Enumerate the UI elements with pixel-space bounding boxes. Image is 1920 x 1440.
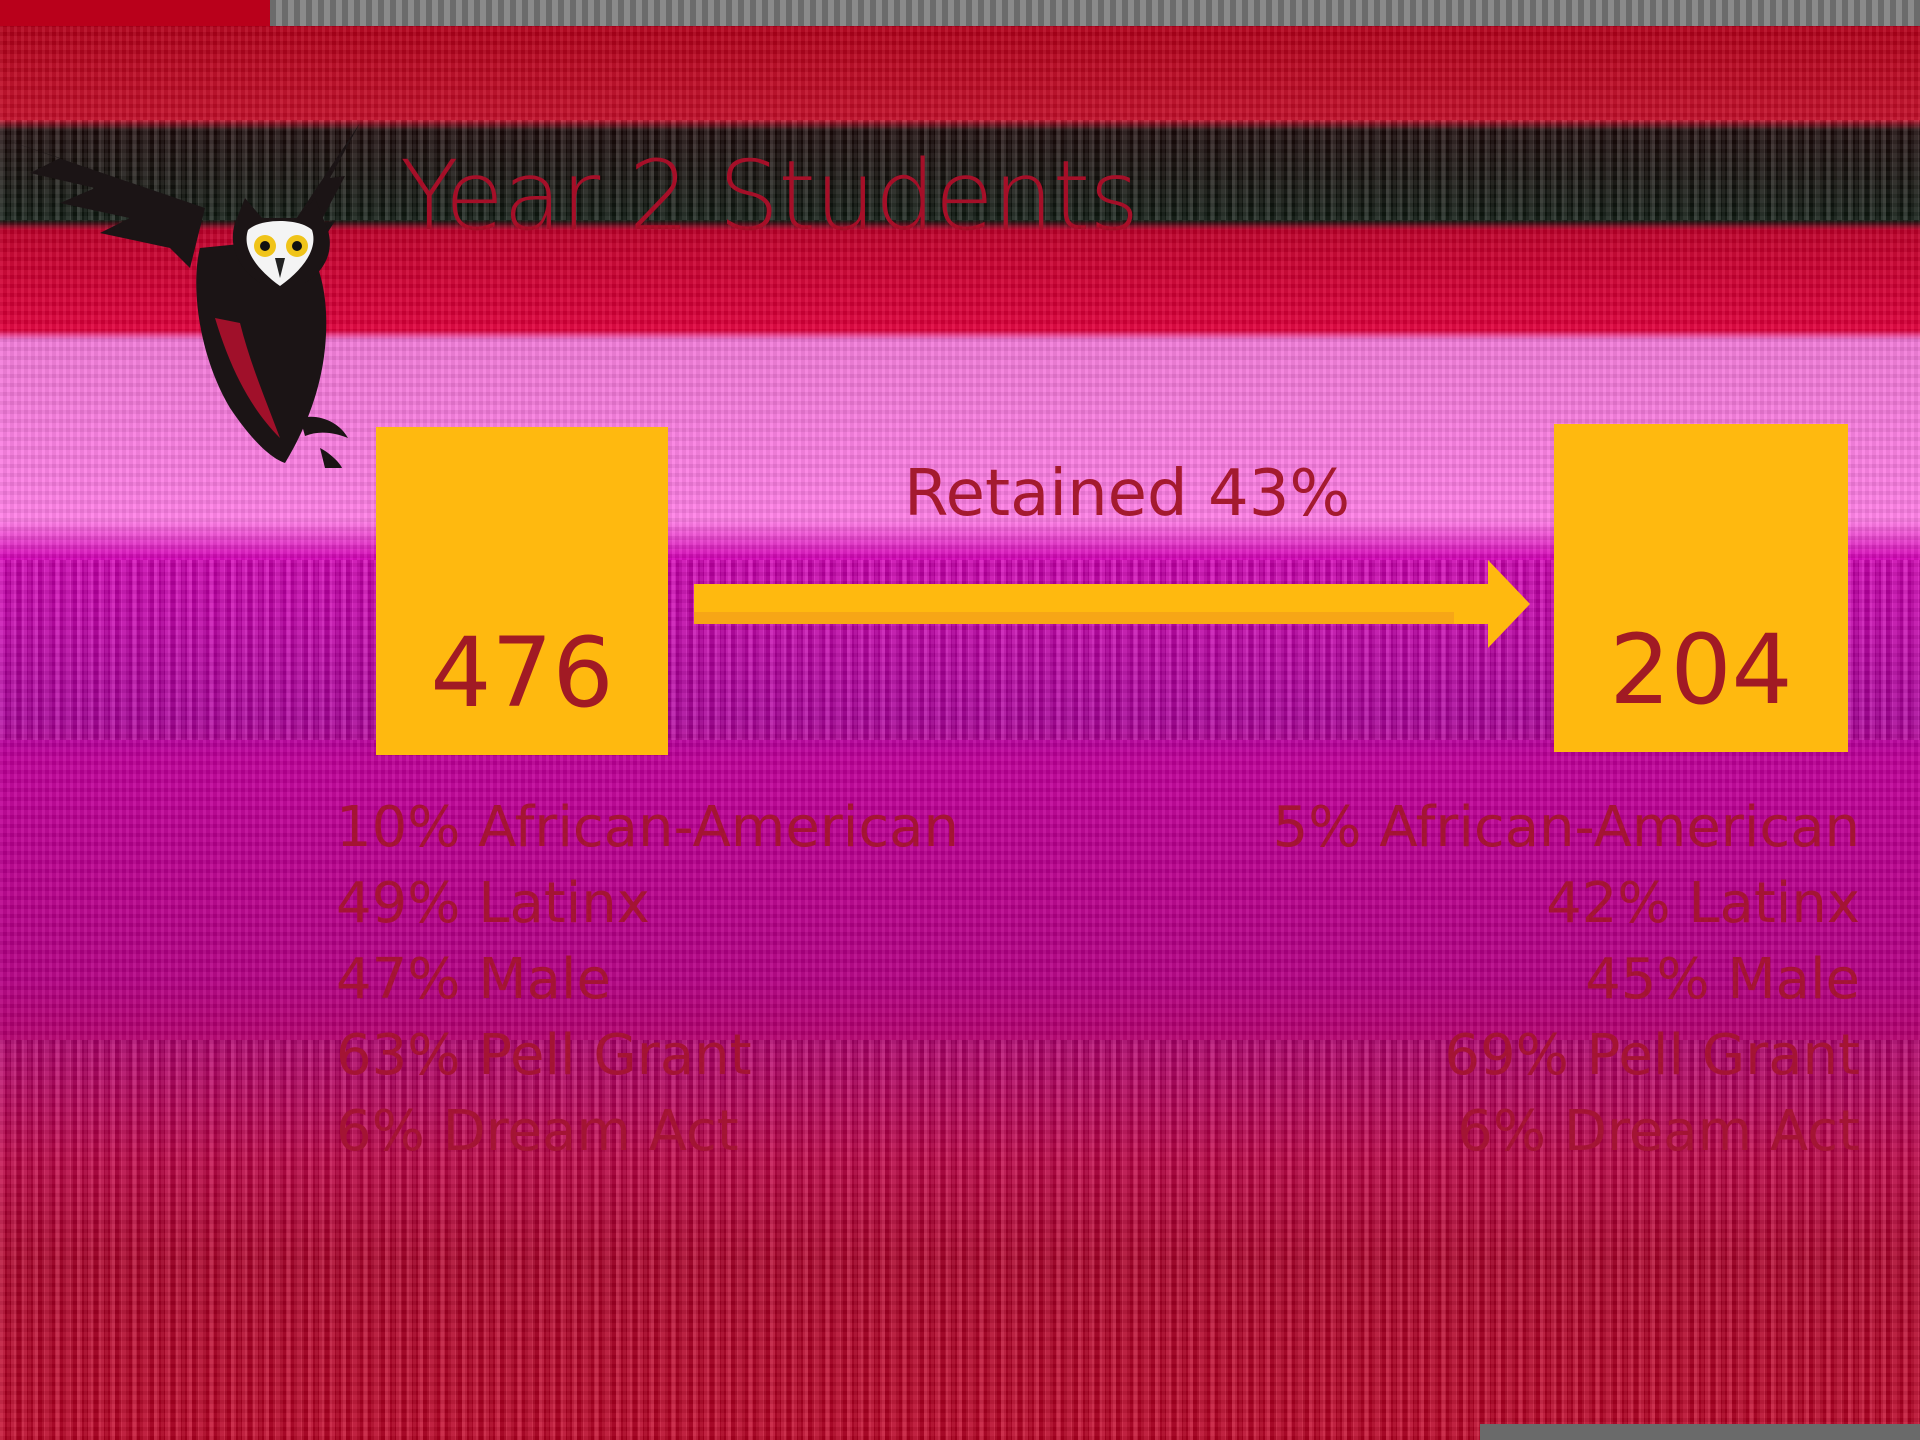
background-texture-band: [0, 1040, 1920, 1440]
end-stat-dream-act: 6% Dream Act: [1457, 1099, 1860, 1164]
end-stat-latinx: 42% Latinx: [1546, 871, 1860, 936]
start-stat-pell-grant: 63% Pell Grant: [336, 1023, 752, 1088]
owl-logo-icon: [0, 123, 360, 468]
end-stat-pell-grant: 69% Pell Grant: [1444, 1023, 1860, 1088]
start-demographics: 10% African-American 49% Latinx 47% Male…: [336, 790, 959, 1170]
end-stat-male: 45% Male: [1585, 947, 1860, 1012]
start-stat-male: 47% Male: [336, 947, 611, 1012]
start-count-box: 476: [376, 427, 668, 755]
retention-label: Retained 43%: [904, 457, 1351, 531]
end-count: 204: [1609, 614, 1793, 726]
top-border-left: [0, 0, 270, 26]
start-stat-african-american: 10% African-American: [336, 795, 959, 860]
bottom-border: [1480, 1424, 1920, 1440]
end-stat-african-american: 5% African-American: [1272, 795, 1860, 860]
slide-title: Year 2 Students: [400, 140, 1139, 252]
end-demographics: 5% African-American 42% Latinx 45% Male …: [1273, 790, 1860, 1170]
start-stat-latinx: 49% Latinx: [336, 871, 650, 936]
end-count-box: 204: [1554, 424, 1848, 752]
right-arrow-icon: [694, 560, 1530, 648]
start-count: 476: [430, 617, 614, 729]
start-stat-dream-act: 6% Dream Act: [336, 1099, 739, 1164]
top-border: [270, 0, 1920, 26]
